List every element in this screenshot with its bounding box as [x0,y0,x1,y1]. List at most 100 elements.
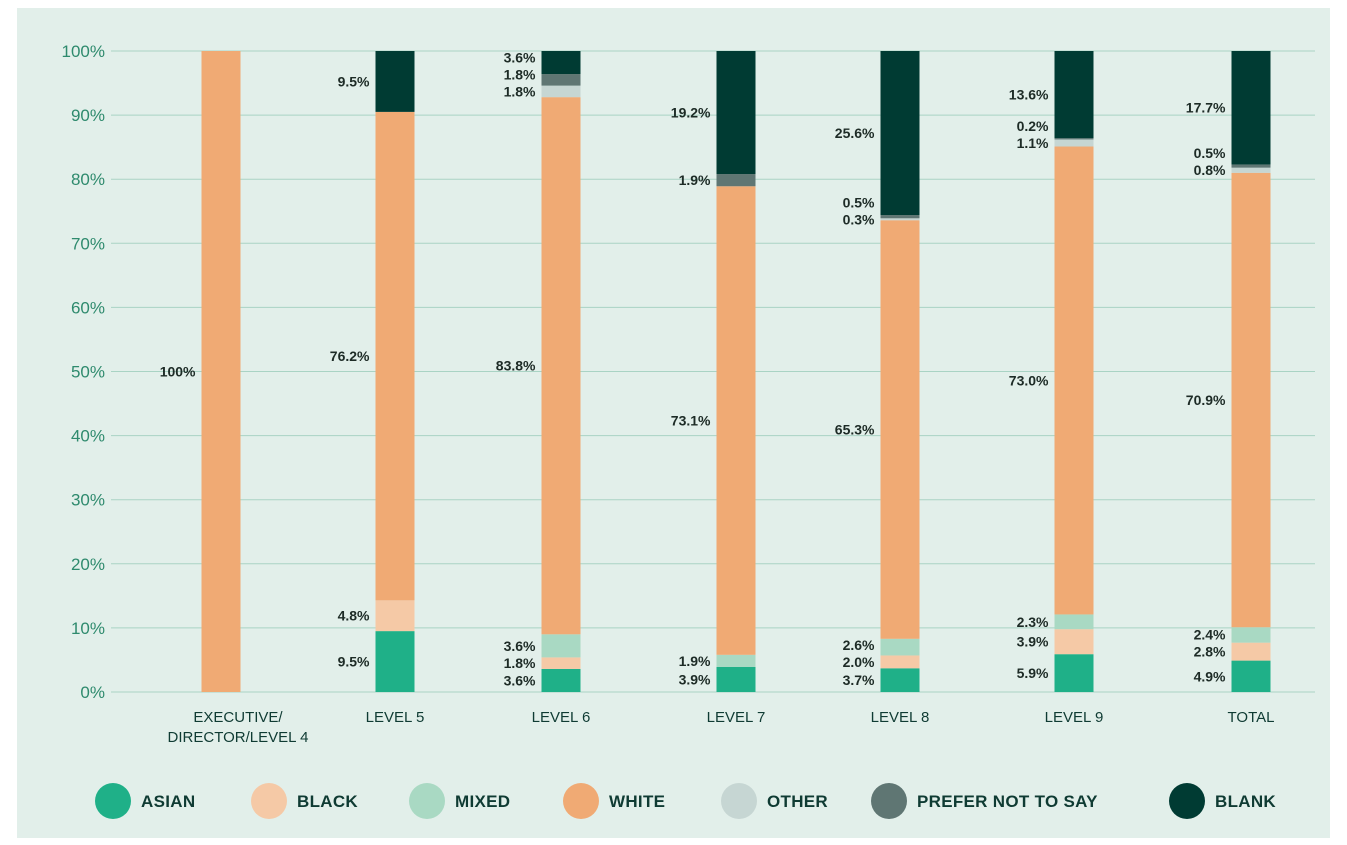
bar-segment-asian [541,668,581,692]
y-tick-label: 30% [71,491,105,510]
data-label: 0.2% [1017,118,1049,134]
legend-item-white: WHITE [563,783,665,819]
bar-segment-white [1054,146,1094,615]
data-label: 1.9% [679,653,711,669]
legend-label: MIXED [455,792,510,811]
data-label: 1.8% [504,655,536,671]
bar-segment-mixed [880,638,920,656]
data-label: 2.6% [843,637,875,653]
data-label: 100% [160,364,196,380]
bar-segment-asian [880,668,920,692]
y-tick-label: 100% [62,42,105,61]
data-label: 0.5% [843,194,875,210]
data-label: 1.8% [504,83,536,99]
y-tick-label: 70% [71,234,105,253]
bar-segment-black [541,657,581,669]
bar-segment-black [1054,629,1094,655]
y-tick-label: 80% [71,170,105,189]
bar-segment-white [716,186,756,655]
bar-segment-blank [880,51,920,216]
x-category-label: LEVEL 5 [366,709,425,726]
legend-label: WHITE [609,792,665,811]
bar-segment-asian [1054,654,1094,692]
bar-segment-blank [1054,51,1094,139]
legend-swatch [409,783,445,819]
x-category-label: TOTAL [1228,709,1275,726]
bar-segment-prefer-not-to-say [541,74,581,86]
data-label: 0.8% [1194,162,1226,178]
legend-swatch [563,783,599,819]
data-label: 73.1% [671,413,711,429]
data-label: 1.1% [1017,135,1049,151]
legend-label: BLANK [1215,792,1276,811]
legend-swatch [95,783,131,819]
bar-segment-prefer-not-to-say [716,174,756,187]
data-label: 3.7% [843,672,875,688]
data-label: 2.8% [1194,644,1226,660]
x-category-label: LEVEL 7 [707,709,766,726]
y-axis-ticks: 0% 10% 20% 30% 40% 50% 60% 70% 80% 90% 100% [62,42,105,702]
bar-segment-prefer-not-to-say [880,215,920,219]
bar-segment-asian [716,667,756,692]
y-tick-label: 10% [71,619,105,638]
data-label: 4.9% [1194,668,1226,684]
data-label: 1.8% [504,66,536,82]
bars [201,51,1271,692]
data-label: 3.6% [504,49,536,65]
legend-item-other: OTHER [721,783,828,819]
bar-segment-mixed [716,654,756,668]
bar-segment-black [880,655,920,669]
y-tick-label: 0% [80,683,105,702]
data-label: 13.6% [1009,87,1049,103]
bar-segment-blank [716,51,756,175]
legend-label: BLACK [297,792,358,811]
legend-label: PREFER NOT TO SAY [917,792,1098,811]
data-label: 0.3% [843,211,875,227]
bar-segment-black [375,600,415,632]
bar-segment-white [201,51,241,692]
data-label: 76.2% [330,348,370,364]
data-label: 65.3% [835,422,875,438]
bar-segment-white [541,97,581,635]
data-label: 1.9% [679,172,711,188]
bar-segment-asian [375,631,415,692]
y-tick-label: 50% [71,363,105,382]
data-label: 2.4% [1194,627,1226,643]
legend-item-blank: BLANK [1169,783,1276,819]
legend-item-prefer-not-to-say: PREFER NOT TO SAY [871,783,1098,819]
data-label: 17.7% [1186,100,1226,116]
data-label: 25.6% [835,125,875,141]
bar-segment-asian [1231,660,1271,692]
stacked-bar-chart: 0% 10% 20% 30% 40% 50% 60% 70% 80% 90% 100% 100% 9.… [62,42,1315,819]
y-tick-label: 20% [71,555,105,574]
data-label: 3.9% [679,672,711,688]
data-label: 2.0% [843,654,875,670]
y-tick-label: 90% [71,106,105,125]
x-category-label: LEVEL 8 [871,709,930,726]
x-category-label: EXECUTIVE/DIRECTOR/LEVEL 4 [168,709,309,746]
bar-segment-prefer-not-to-say [1054,138,1094,140]
data-label: 0.5% [1194,145,1226,161]
data-label: 2.3% [1017,614,1049,630]
bar-segment-mixed [1231,627,1271,643]
legend-swatch [871,783,907,819]
legend-swatch [1169,783,1205,819]
legend-item-black: BLACK [251,783,358,819]
chart-panel: 0% 10% 20% 30% 40% 50% 60% 70% 80% 90% 100% 100% 9.… [17,8,1330,838]
bar-segment-other [1054,139,1094,147]
y-tick-label: 60% [71,298,105,317]
bar-segment-mixed [1054,614,1094,630]
bar-segment-black [1231,642,1271,661]
legend: ASIAN BLACK MIXED WHITE OTHER PREFER NOT TO S… [95,783,1276,819]
x-category-label: LEVEL 6 [532,709,591,726]
x-category-label: LEVEL 9 [1045,709,1104,726]
bar-segment-prefer-not-to-say [1231,164,1271,168]
bar-segment-blank [1231,51,1271,165]
bar-segment-white [375,111,415,601]
data-label: 4.8% [338,608,370,624]
bar-segment-white [880,220,920,639]
legend-swatch [251,783,287,819]
data-label: 9.5% [338,654,370,670]
legend-label: OTHER [767,792,828,811]
data-label: 3.6% [504,672,536,688]
